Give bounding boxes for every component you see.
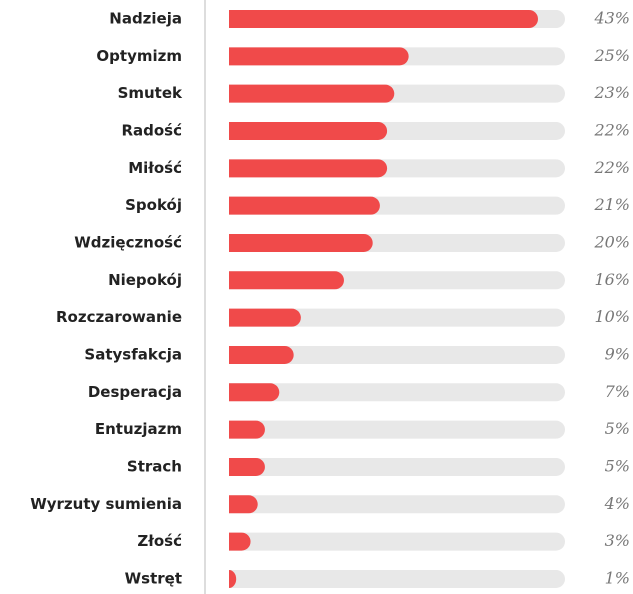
bar [229, 122, 387, 140]
bar-track [229, 458, 565, 476]
bar [229, 495, 258, 513]
value-label: 23% [593, 83, 630, 102]
bar [229, 346, 294, 364]
bar [229, 159, 387, 177]
bar [229, 383, 279, 401]
bar [229, 234, 373, 252]
bar [229, 309, 301, 327]
page: Nadzieja 43% Optymizm 25% Smutek 23% Radość 22%… [0, 0, 633, 594]
value-label: 21% [593, 195, 630, 214]
bar-track [229, 383, 565, 401]
category-label: Miłość [128, 159, 182, 177]
value-label: 9% [605, 344, 630, 363]
category-label: Desperacja [88, 383, 182, 401]
category-label: Niepokój [108, 271, 182, 289]
value-label: 22% [593, 158, 630, 177]
category-label: Nadzieja [109, 10, 182, 28]
value-label: 1% [605, 568, 630, 587]
category-label: Wdzięczność [74, 233, 182, 251]
value-label: 10% [594, 307, 630, 326]
bar-track [229, 570, 565, 588]
value-label: 4% [604, 494, 630, 513]
bar [229, 533, 251, 551]
category-label: Satysfakcja [84, 345, 182, 363]
value-label: 3% [605, 531, 630, 550]
bar-track [229, 533, 565, 551]
category-label: Optymizm [96, 47, 182, 65]
bar [229, 458, 265, 476]
bar [229, 85, 394, 103]
bar-track [229, 495, 565, 513]
bar [229, 271, 344, 289]
value-label: 20% [593, 232, 630, 251]
bar [229, 47, 409, 65]
bar [229, 197, 380, 215]
value-label: 16% [594, 270, 630, 289]
value-label: 25% [593, 46, 630, 65]
value-label: 22% [593, 120, 630, 139]
category-label: Entuzjazm [95, 420, 182, 438]
bar [229, 10, 538, 28]
category-label: Rozczarowanie [56, 308, 182, 326]
category-label: Smutek [118, 84, 183, 102]
bar-track [229, 421, 565, 439]
value-label: 5% [605, 456, 630, 475]
value-label: 43% [593, 9, 630, 28]
bar [229, 421, 265, 439]
category-label: Wyrzuty sumienia [30, 495, 182, 513]
category-label: Radość [121, 121, 182, 139]
category-label: Złość [137, 532, 182, 550]
category-label: Spokój [125, 196, 182, 214]
value-label: 7% [605, 382, 630, 401]
value-label: 5% [605, 419, 630, 438]
category-label: Wstręt [125, 569, 182, 587]
chart: Nadzieja 43% Optymizm 25% Smutek 23% Radość 22%… [0, 0, 633, 594]
category-label: Strach [127, 457, 182, 475]
